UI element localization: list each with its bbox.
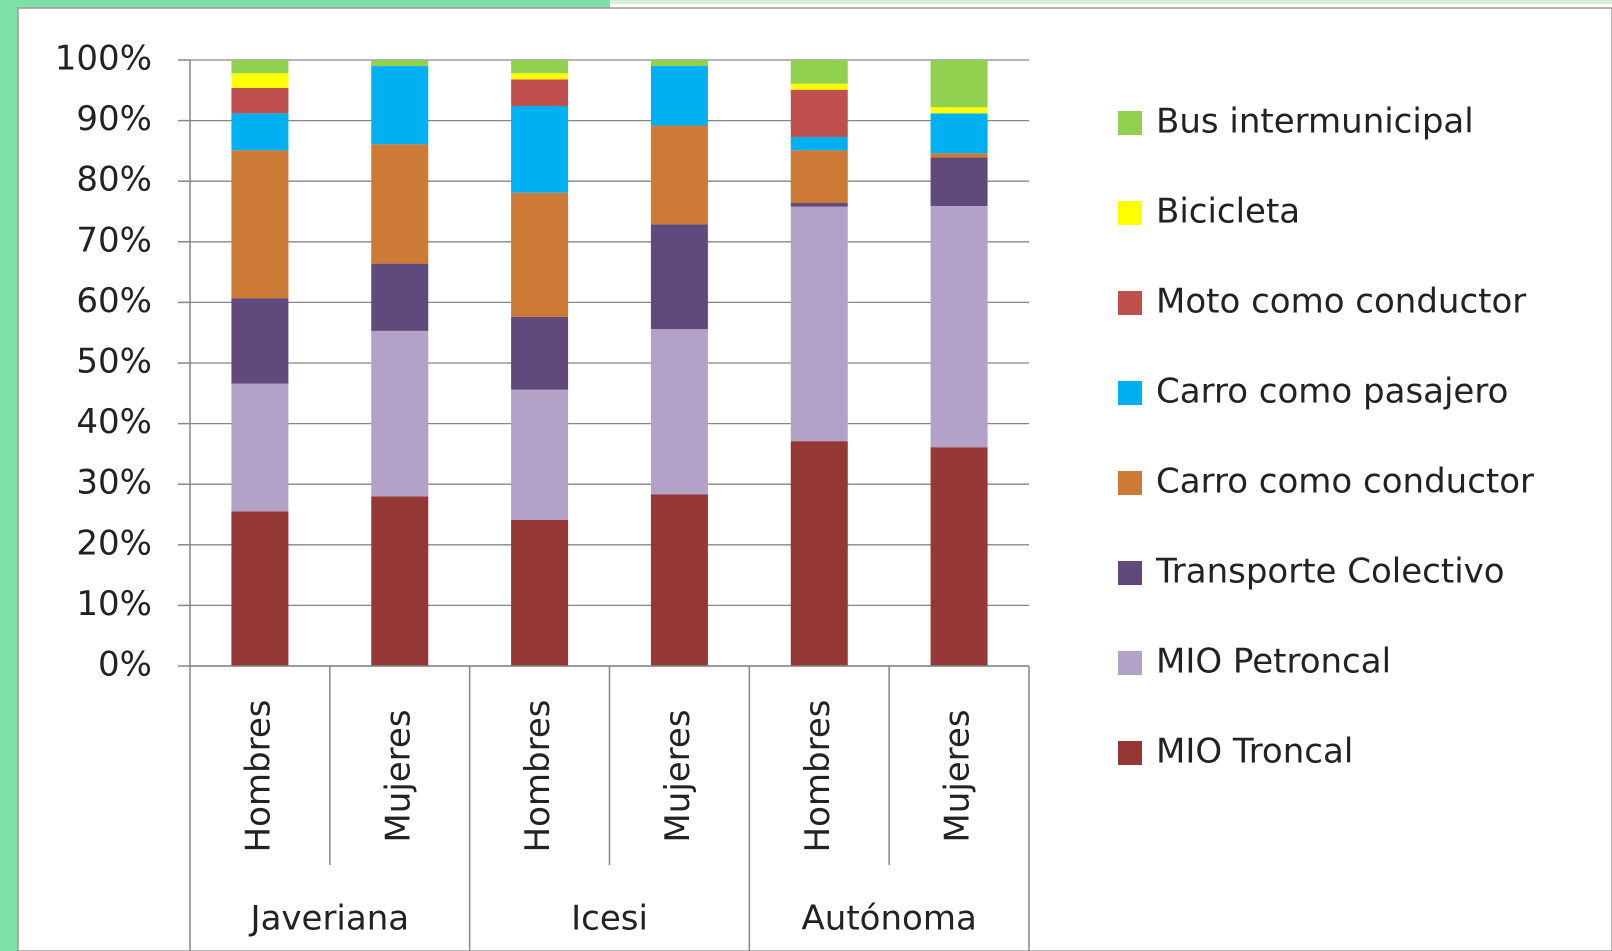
x-tick-label: Mujeres [378, 709, 418, 842]
bar-segment [371, 264, 428, 331]
bar-segment [931, 447, 988, 666]
y-tick-label: 60% [76, 281, 152, 321]
bar-segment [931, 60, 988, 107]
legend-label: Moto como conductor [1156, 282, 1526, 322]
bar-segment [231, 60, 288, 73]
bar-segment [231, 113, 288, 150]
bar-segment [371, 66, 428, 144]
legend-label: MIO Troncal [1156, 732, 1353, 772]
group-label: Javeriana [249, 899, 410, 939]
bar-segment [791, 90, 848, 137]
frame-top [0, 0, 610, 8]
legend-swatch [1118, 201, 1142, 225]
legend-swatch [1118, 561, 1142, 585]
y-tick-label: 90% [76, 99, 152, 139]
legend-swatch [1118, 291, 1142, 315]
x-tick-label: Hombres [518, 700, 558, 853]
frame-top-right [610, 0, 1612, 4]
legend-label: Carro como pasajero [1156, 372, 1508, 412]
bar-segment [931, 107, 988, 113]
bar-segment [791, 207, 848, 442]
y-tick-label: 70% [76, 220, 152, 260]
bar-segment [791, 60, 848, 84]
y-tick-label: 50% [76, 342, 152, 382]
y-tick-label: 80% [76, 160, 152, 200]
y-tick-label: 40% [76, 402, 152, 442]
bar-segment [231, 73, 288, 88]
bar-segment [651, 495, 708, 666]
bar-segment [791, 203, 848, 207]
y-tick-label: 100% [55, 39, 152, 79]
bar-segment [931, 113, 988, 153]
group-label: Icesi [571, 899, 648, 939]
legend-label: Bicicleta [1156, 192, 1300, 232]
bar-segment [511, 520, 568, 666]
bar-segment [931, 153, 988, 157]
bar-segment [231, 384, 288, 512]
y-tick-label: 20% [76, 523, 152, 563]
bar-segment [371, 60, 428, 66]
legend-label: Transporte Colectivo [1155, 552, 1505, 592]
bar-segment [231, 298, 288, 383]
legend-swatch [1118, 111, 1142, 135]
bar-segment [511, 73, 568, 79]
x-tick-label: Mujeres [938, 709, 978, 842]
bar-segment [651, 60, 708, 66]
bar-segment [511, 79, 568, 106]
bar-segment [511, 193, 568, 317]
bar-segment [791, 441, 848, 666]
bar-segment [791, 84, 848, 90]
frame-left [0, 0, 18, 951]
bar-segment [511, 317, 568, 390]
group-label: Autónoma [802, 899, 977, 939]
page: {"chart_data": { "type": "stacked-bar", … [0, 0, 1612, 951]
bar-segment [651, 66, 708, 125]
legend-label: Bus intermunicipal [1156, 102, 1474, 142]
legend-label: MIO Petroncal [1156, 642, 1391, 682]
legend-swatch [1118, 381, 1142, 405]
bar-segment [791, 137, 848, 150]
x-tick-label: Mujeres [658, 709, 698, 842]
legend-swatch [1118, 471, 1142, 495]
bar-segment [651, 224, 708, 329]
bar-segment [931, 158, 988, 206]
legend-label: Carro como conductor [1156, 462, 1534, 502]
bar-segment [371, 144, 428, 263]
y-tick-label: 0% [98, 645, 152, 685]
bar-segment [511, 60, 568, 73]
bar-segment [231, 150, 288, 298]
chart: 0% 10% 20% 30% 40% 50% 60% 70% 80% 90% 100% Hombres… [0, 0, 1612, 951]
x-tick-label: Hombres [798, 700, 838, 853]
y-tick-label: 30% [76, 463, 152, 503]
bar-segment [651, 329, 708, 494]
bar-segment [511, 390, 568, 520]
bar-segment [511, 106, 568, 193]
bar-segment [651, 125, 708, 224]
bar-segment [231, 88, 288, 113]
x-tick-label: Hombres [238, 700, 278, 853]
legend-swatch [1118, 741, 1142, 765]
bar-segment [791, 150, 848, 203]
bar-segment [371, 331, 428, 496]
bar-segment [931, 206, 988, 447]
legend-swatch [1118, 651, 1142, 675]
bar-segment [231, 511, 288, 666]
y-tick-label: 10% [76, 584, 152, 624]
bar-segment [371, 496, 428, 666]
